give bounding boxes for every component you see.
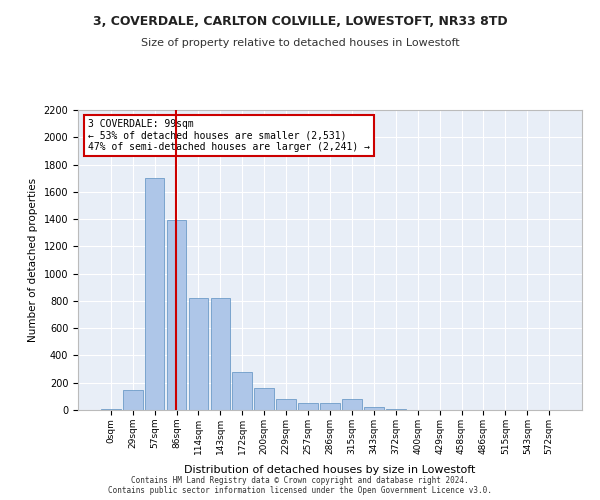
Bar (123, 390, 143, 410)
Bar (254, 388, 274, 410)
Text: Size of property relative to detached houses in Lowestoft: Size of property relative to detached ho… (140, 38, 460, 48)
Text: 3 COVERDALE: 99sqm
← 53% of detached houses are smaller (2,531)
47% of semi-deta: 3 COVERDALE: 99sqm ← 53% of detached hou… (88, 119, 370, 152)
Y-axis label: Number of detached properties: Number of detached properties (28, 178, 38, 342)
Bar (276, 399, 296, 410)
Bar (298, 403, 318, 410)
Bar (232, 372, 252, 410)
Bar (320, 403, 340, 410)
Bar (167, 220, 187, 410)
Bar (211, 298, 230, 410)
Text: Contains HM Land Registry data © Crown copyright and database right 2024.
Contai: Contains HM Land Registry data © Crown c… (108, 476, 492, 495)
Bar (145, 178, 164, 410)
X-axis label: Distribution of detached houses by size in Lowestoft: Distribution of detached houses by size … (184, 465, 476, 475)
Bar (342, 399, 362, 410)
Bar (364, 408, 384, 410)
Bar (188, 298, 208, 410)
Text: 3, COVERDALE, CARLTON COLVILLE, LOWESTOFT, NR33 8TD: 3, COVERDALE, CARLTON COLVILLE, LOWESTOF… (92, 15, 508, 28)
